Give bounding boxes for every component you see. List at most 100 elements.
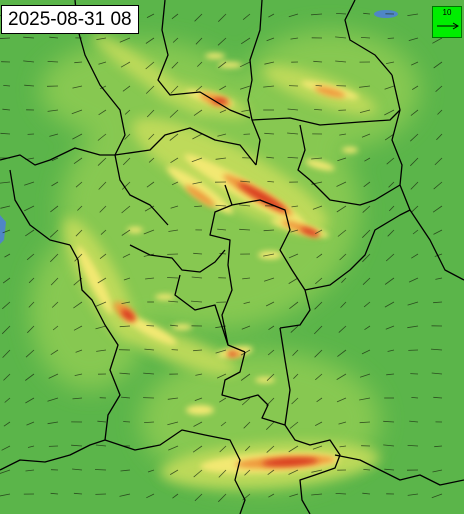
wind-vector (98, 181, 107, 190)
wind-vector (335, 36, 347, 39)
wind-vector (145, 61, 155, 70)
wind-vector (24, 181, 35, 186)
wind-vector (47, 421, 59, 425)
wind-vector (267, 469, 275, 476)
wind-vector (407, 325, 419, 329)
wind-vector (362, 492, 371, 495)
wind-vector (407, 13, 419, 16)
wind-vector (359, 397, 371, 401)
wind-vector (410, 157, 419, 167)
wind-vector (72, 397, 83, 400)
wind-vector (2, 108, 11, 111)
wind-vector (216, 373, 227, 379)
wind-vector (1, 325, 11, 335)
wind-vector (359, 421, 371, 424)
wind-vector (409, 420, 419, 423)
wind-vector (2, 277, 11, 284)
wind-vector (266, 373, 275, 381)
wind-vector (50, 205, 59, 213)
wind-vector (71, 444, 83, 447)
wind-vector (51, 301, 59, 308)
wind-vector (338, 325, 347, 333)
wind-vector (289, 493, 299, 497)
wind-vector (1, 445, 11, 451)
wind-vector (4, 397, 11, 403)
wind-vector (384, 133, 395, 141)
wind-vector (336, 13, 347, 15)
wind-vector (362, 253, 371, 263)
wind-vector (288, 277, 299, 284)
border-south-west (104, 429, 246, 514)
wind-vector (144, 421, 155, 423)
wind-vector (431, 493, 443, 499)
wind-vector (337, 157, 347, 162)
wind-vector (2, 301, 11, 310)
border-center-east (231, 199, 311, 329)
wind-vector (98, 61, 107, 65)
wind-vector (73, 157, 83, 165)
wind-vector (217, 37, 227, 46)
wind-vector (336, 205, 347, 213)
wind-vector (192, 181, 203, 185)
wind-vector (169, 133, 179, 141)
wind-vector (316, 397, 323, 403)
wind-vector (267, 349, 275, 356)
wind-vector (362, 205, 371, 213)
wind-vector (314, 349, 323, 358)
wind-vector (119, 325, 131, 328)
wind-vector (169, 469, 179, 475)
wind-vector (167, 277, 179, 279)
wind-vector (98, 109, 107, 116)
wind-vector (432, 205, 443, 213)
wind-vector (218, 469, 227, 478)
wind-vector (410, 181, 419, 190)
wind-vector (74, 61, 83, 64)
wind-vector (315, 373, 323, 381)
wind-vector (0, 37, 11, 39)
wind-vector (194, 205, 203, 207)
wind-vector (335, 60, 347, 63)
wind-vector (386, 61, 395, 64)
wind-vector (95, 325, 107, 330)
wind-vector (239, 204, 251, 207)
wind-vector (50, 492, 59, 495)
wind-vector (194, 397, 203, 401)
wind-vector (242, 13, 251, 21)
wind-vector (26, 253, 35, 261)
border-north-2 (157, 0, 251, 119)
wind-vector (172, 493, 179, 499)
wind-vector (97, 133, 107, 141)
wind-vector (217, 133, 227, 137)
wind-vector (194, 13, 203, 22)
wind-vector (77, 205, 83, 211)
wind-vector (96, 349, 107, 352)
wind-vector (192, 133, 203, 140)
wind-vector (25, 469, 35, 472)
wind-vector (25, 229, 35, 237)
wind-vector (47, 397, 59, 402)
wind-vector (432, 37, 443, 44)
wind-vector (336, 397, 347, 403)
wind-vector (0, 181, 11, 184)
wind-vector (148, 157, 155, 163)
wind-vector (193, 109, 203, 116)
wind-vector (383, 420, 395, 423)
border-mid-south (174, 274, 229, 346)
border-east-south (279, 327, 291, 426)
wind-vector (170, 85, 179, 94)
wind-vector (263, 229, 275, 232)
border-center-main (209, 184, 246, 353)
wind-vector (433, 301, 443, 304)
wind-vector (147, 469, 155, 473)
wind-vector (411, 397, 419, 399)
wind-vector (312, 205, 323, 210)
wind-vector (339, 133, 347, 136)
wind-vector (268, 13, 275, 18)
wind-vector (242, 277, 251, 280)
wind-vector (288, 253, 299, 259)
wind-vector (72, 468, 83, 471)
wind-vector (361, 133, 371, 138)
wind-vector (170, 157, 179, 164)
wind-vector (49, 133, 59, 137)
